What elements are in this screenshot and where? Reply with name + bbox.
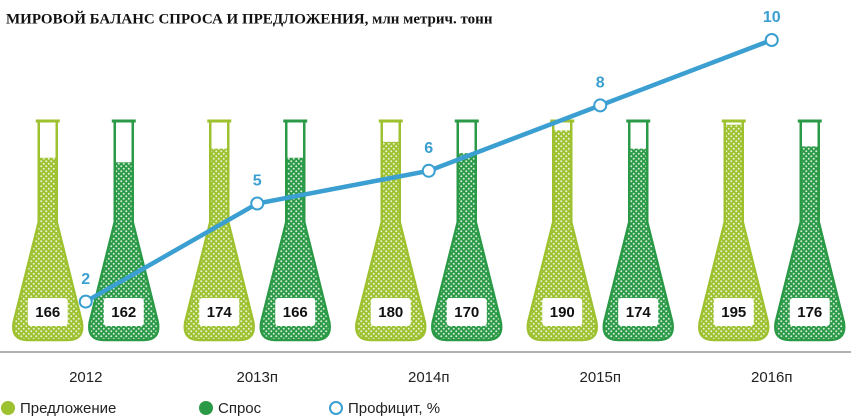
line-label: 10 xyxy=(763,9,781,26)
value-label: 162 xyxy=(111,304,136,321)
legend-label: Профицит, % xyxy=(348,400,440,417)
value-label: 166 xyxy=(35,304,60,321)
line-point xyxy=(594,99,606,111)
legend-marker xyxy=(199,401,213,415)
chart-title: МИРОВОЙ БАЛАНС СПРОСА И ПРЕДЛОЖЕНИЯ, млн… xyxy=(6,10,493,27)
line-label: 2 xyxy=(81,271,90,288)
x-tick-label: 2016п xyxy=(751,369,793,386)
value-label: 174 xyxy=(626,304,652,321)
value-label: 180 xyxy=(378,304,403,321)
line-point xyxy=(766,34,778,46)
legend-marker xyxy=(330,402,342,414)
value-label: 166 xyxy=(283,304,308,321)
value-label: 190 xyxy=(550,304,575,321)
value-label: 195 xyxy=(721,304,746,321)
line-label: 6 xyxy=(424,140,433,157)
legend-marker xyxy=(1,401,15,415)
x-tick-label: 2014п xyxy=(408,369,450,386)
value-label: 174 xyxy=(207,304,233,321)
line-point xyxy=(423,165,435,177)
x-tick-label: 2015п xyxy=(580,369,622,386)
x-tick-label: 2012 xyxy=(69,369,102,386)
legend-label: Спрос xyxy=(218,400,262,417)
chart: МИРОВОЙ БАЛАНС СПРОСА И ПРЕДЛОЖЕНИЯ, млн… xyxy=(0,0,851,419)
line-point xyxy=(80,296,92,308)
value-label: 176 xyxy=(797,304,822,321)
line-label: 8 xyxy=(596,75,605,92)
line-label: 5 xyxy=(253,173,262,190)
line-point xyxy=(251,198,263,210)
value-label: 170 xyxy=(454,304,479,321)
legend-label: Предложение xyxy=(20,400,116,417)
x-tick-label: 2013п xyxy=(237,369,279,386)
